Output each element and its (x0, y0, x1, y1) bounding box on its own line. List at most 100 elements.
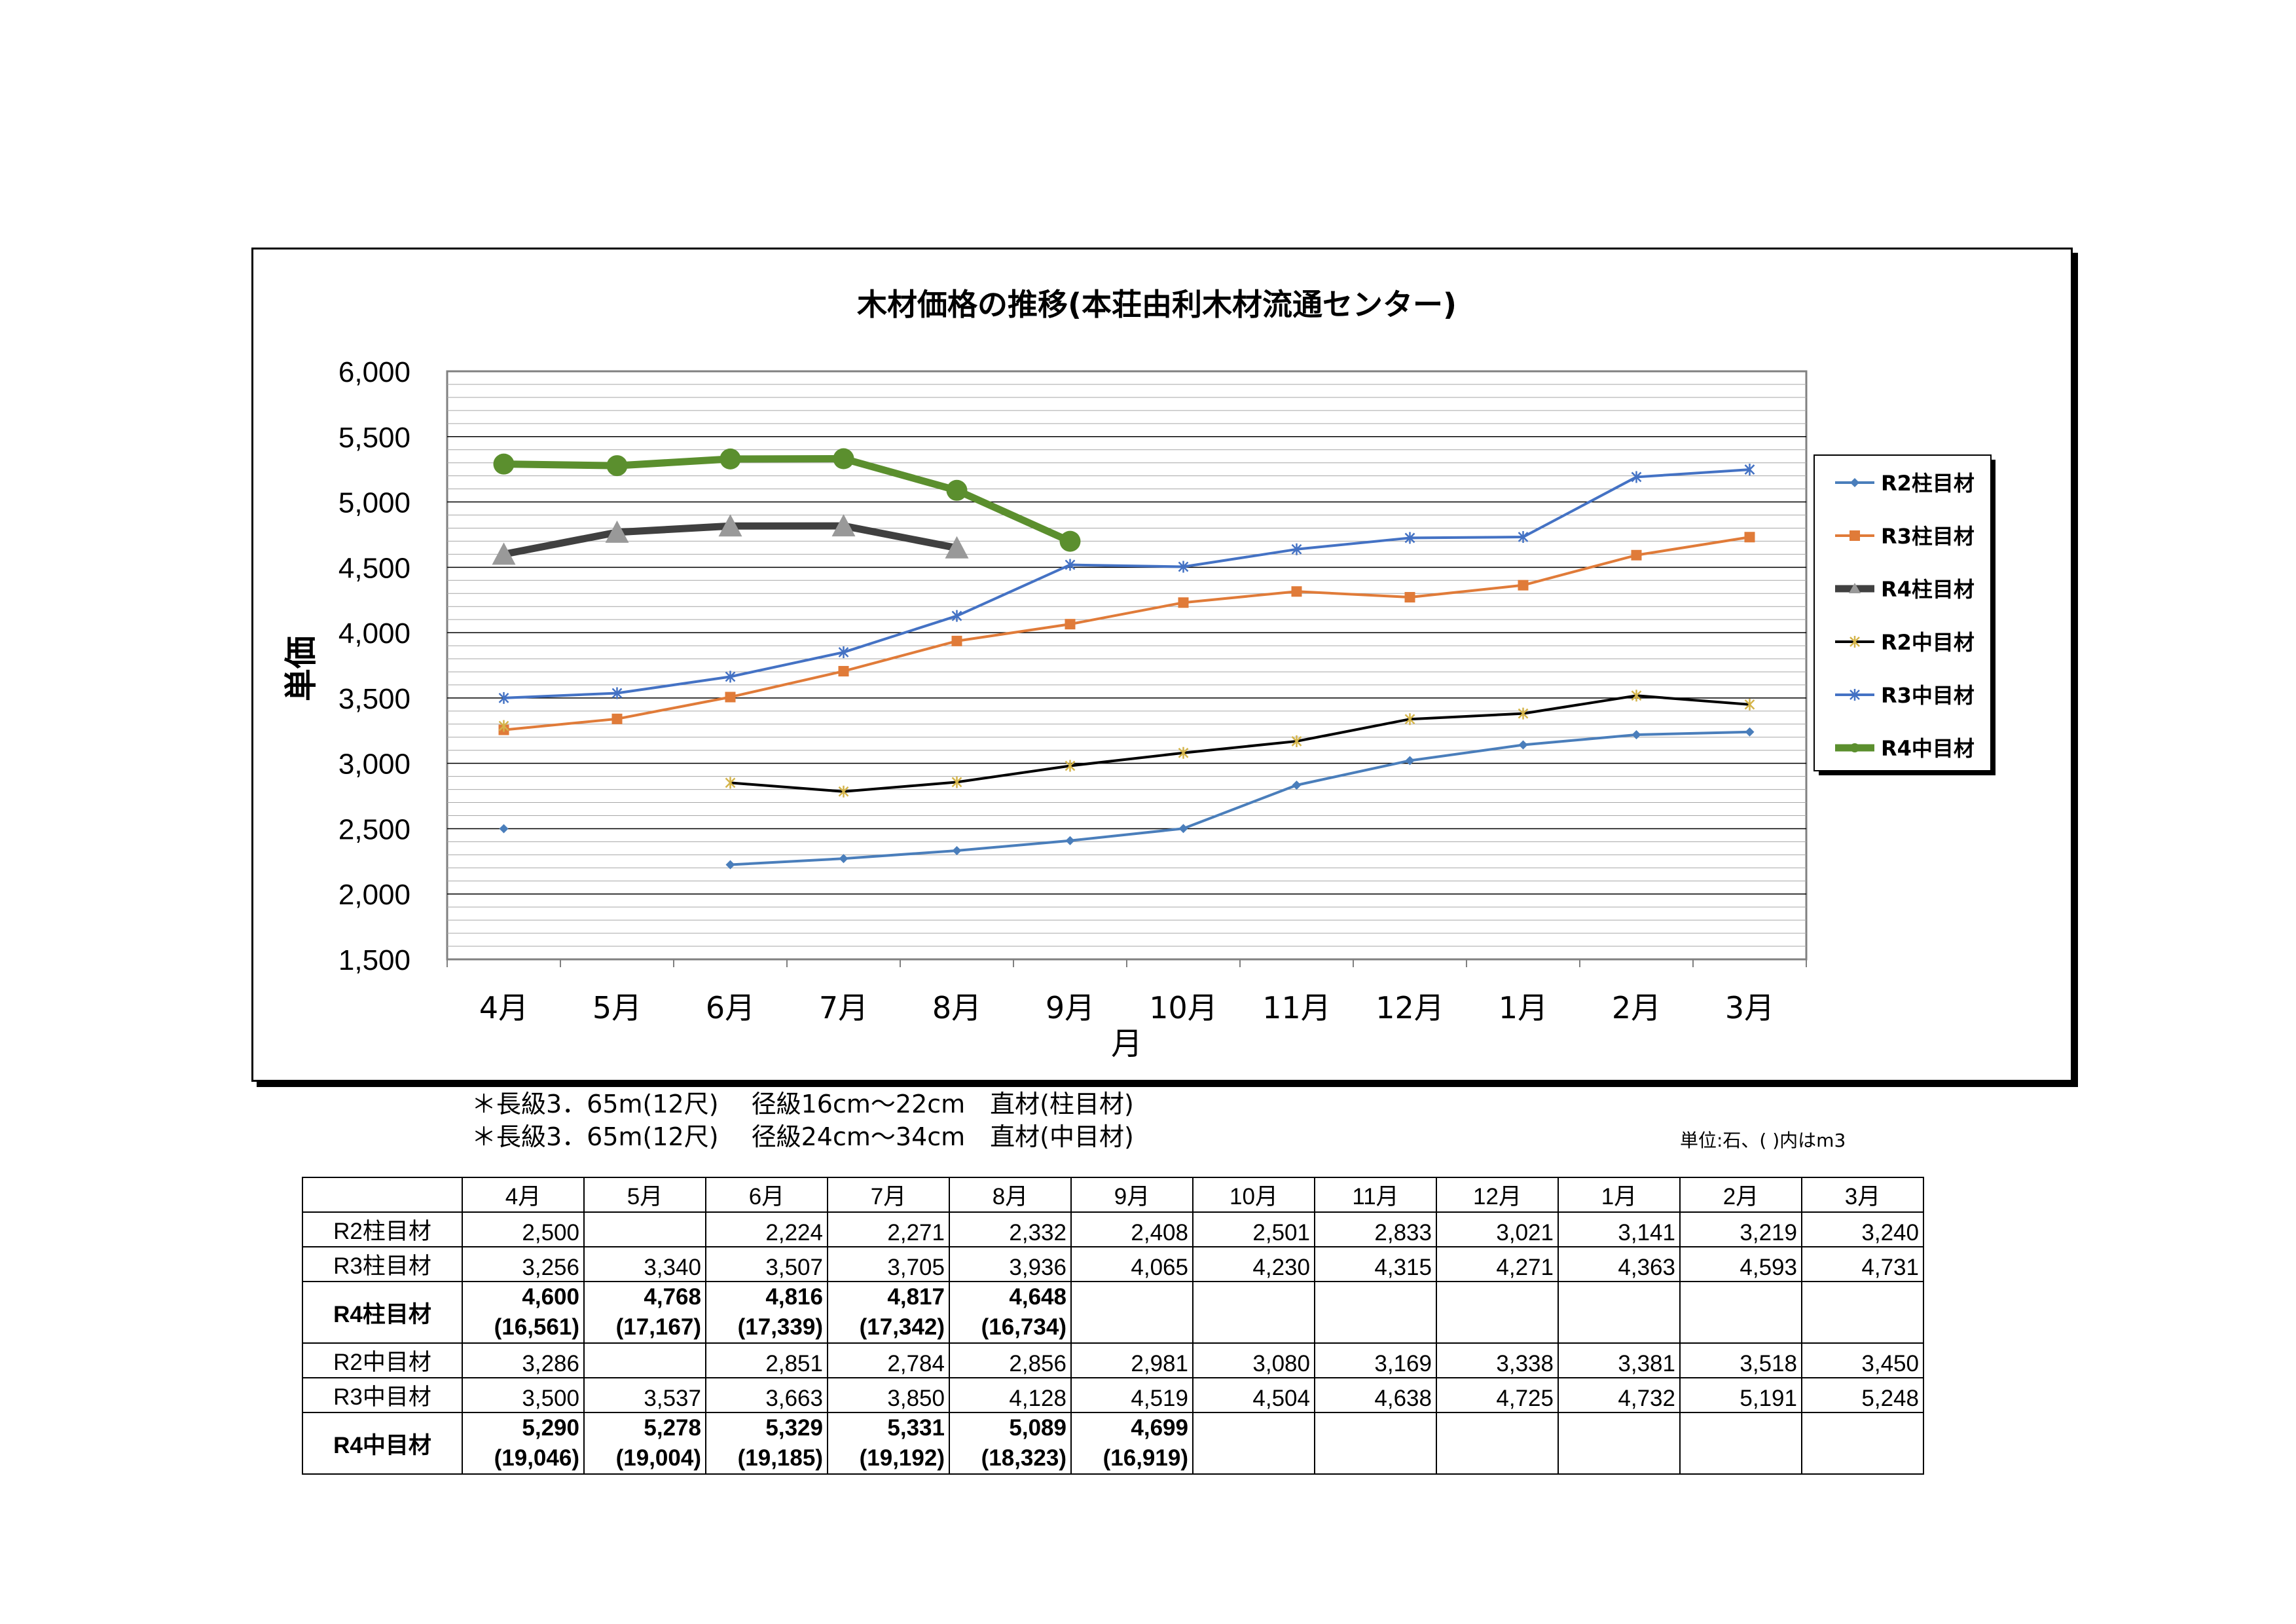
legend-label: R2柱目材 (1881, 471, 1975, 496)
series-line (502, 536, 1751, 731)
table-row: R3中目材 3,500 3,537 3,663 3,850 4,128 4,519 4,504… (302, 1377, 1924, 1413)
legend-label: R3柱目材 (1881, 524, 1975, 549)
value-cell (1679, 1412, 1802, 1475)
value-cell: 4,732 (1558, 1377, 1681, 1413)
data-point (718, 514, 742, 537)
value-cell: 3,705 (827, 1246, 950, 1282)
value-text: 4,731 (1861, 1255, 1919, 1280)
month-header-cell: 11月 (1314, 1177, 1437, 1213)
value-cell: 4,768 (17,167) (583, 1281, 706, 1344)
legend-marker (1850, 743, 1859, 752)
value-text: 3,936 (1009, 1255, 1066, 1280)
value-cell: 4,363 (1558, 1246, 1681, 1282)
value-text: 4,648 (1009, 1284, 1066, 1310)
x-tick-label: 1月 (1499, 990, 1548, 1025)
value-text: 4,519 (1131, 1386, 1188, 1411)
data-point (606, 455, 628, 477)
value-text: 3,850 (887, 1386, 945, 1411)
row-label-cell: R3中目材 (302, 1377, 463, 1413)
value-m3-text: (17,167) (615, 1314, 701, 1340)
data-point (838, 665, 849, 676)
data-point (946, 479, 968, 501)
value-cell (1314, 1412, 1437, 1475)
month-header-cell: 1月 (1558, 1177, 1681, 1213)
x-tick-label: 8月 (932, 990, 981, 1025)
data-point (1178, 824, 1188, 834)
value-cell: 2,833 (1314, 1211, 1437, 1247)
value-m3-text: (18,323) (981, 1445, 1066, 1471)
value-cell: 3,340 (583, 1246, 706, 1282)
data-point (498, 692, 509, 704)
x-axis-title: 月 (1111, 1025, 1142, 1062)
x-tick-label: 5月 (592, 990, 642, 1025)
value-text: 3,338 (1496, 1351, 1554, 1376)
value-m3-text: (19,004) (615, 1445, 701, 1471)
row-label-cell: R2中目材 (302, 1342, 463, 1378)
legend-item: R3中目材 (1835, 683, 1975, 708)
data-point (725, 671, 736, 683)
legend-marker (1849, 583, 1861, 593)
x-tick-label: 9月 (1046, 990, 1095, 1025)
value-cell: 4,648 (16,734) (949, 1281, 1072, 1344)
legend-item: R4中目材 (1835, 736, 1975, 761)
value-text: 4,065 (1131, 1255, 1188, 1280)
value-cell: 2,856 (949, 1342, 1072, 1378)
value-text: 2,833 (1374, 1220, 1432, 1246)
value-text: 4,271 (1496, 1255, 1554, 1280)
series-line (502, 468, 1751, 699)
data-point (838, 646, 849, 659)
value-cell (1192, 1412, 1315, 1475)
value-cell: 4,128 (949, 1377, 1072, 1413)
value-cell: 3,141 (1558, 1211, 1681, 1247)
row-label-cell: R2柱目材 (302, 1211, 463, 1247)
value-cell (1436, 1412, 1559, 1475)
data-point (492, 542, 516, 565)
legend-marker (1850, 478, 1859, 487)
value-text: 4,638 (1374, 1386, 1432, 1411)
data-point (725, 777, 736, 789)
value-cell: 5,329 (19,185) (705, 1412, 828, 1475)
value-cell: 4,817 (17,342) (827, 1281, 950, 1344)
table-row: R2中目材 3,286 2,851 2,784 2,856 2,981 3,080 3,169… (302, 1342, 1924, 1378)
note-line-2: ＊長級3．65m(12尺) 径級24cm～34cm 直材(中目材) (471, 1122, 1134, 1151)
value-text: 2,500 (522, 1220, 579, 1246)
value-cell (1679, 1281, 1802, 1344)
x-tick-label: 10月 (1149, 990, 1218, 1025)
value-cell: 3,169 (1314, 1342, 1437, 1378)
data-point (1745, 727, 1755, 737)
data-point (1518, 740, 1528, 750)
value-text: 4,816 (765, 1284, 823, 1310)
value-cell: 3,450 (1801, 1342, 1924, 1378)
value-cell: 2,332 (949, 1211, 1072, 1247)
data-point (1631, 729, 1641, 739)
data-point (952, 845, 962, 855)
value-text: 5,278 (644, 1415, 701, 1441)
value-cell: 3,338 (1436, 1342, 1559, 1378)
value-text: 3,286 (522, 1351, 579, 1376)
value-text: 3,021 (1496, 1220, 1554, 1246)
value-text: 3,381 (1618, 1351, 1675, 1376)
value-text: 2,224 (765, 1220, 823, 1246)
value-cell: 4,065 (1070, 1246, 1194, 1282)
value-cell: 5,331 (19,192) (827, 1412, 950, 1475)
value-text: 5,331 (887, 1415, 945, 1441)
data-point (838, 785, 849, 798)
chart-frame: 木材価格の推移(本荘由利木材流通センター) 6,000 5,500 5,000 4,50… (251, 248, 2073, 1082)
value-text: 5,191 (1740, 1386, 1797, 1411)
value-text: 4,230 (1252, 1255, 1310, 1280)
data-point (493, 453, 515, 475)
value-cell: 5,191 (1679, 1377, 1802, 1413)
value-text: 2,501 (1252, 1220, 1310, 1246)
data-point (831, 514, 856, 537)
value-cell: 2,408 (1070, 1211, 1194, 1247)
value-text: 3,518 (1740, 1351, 1797, 1376)
value-text: 4,315 (1374, 1255, 1432, 1280)
series-2 (498, 532, 1755, 735)
value-cell: 4,816 (17,339) (705, 1281, 828, 1344)
unit-note: 単位:石、( )内はm3 (1680, 1130, 1846, 1151)
table-row: R4中目材 5,290 (19,046) 5,278 (19,004) 5,329 (19,… (302, 1412, 1924, 1475)
value-cell: 3,518 (1679, 1342, 1802, 1378)
legend (1813, 454, 1992, 771)
y-tick-label: 2,500 (338, 813, 410, 845)
value-cell (1192, 1281, 1315, 1344)
